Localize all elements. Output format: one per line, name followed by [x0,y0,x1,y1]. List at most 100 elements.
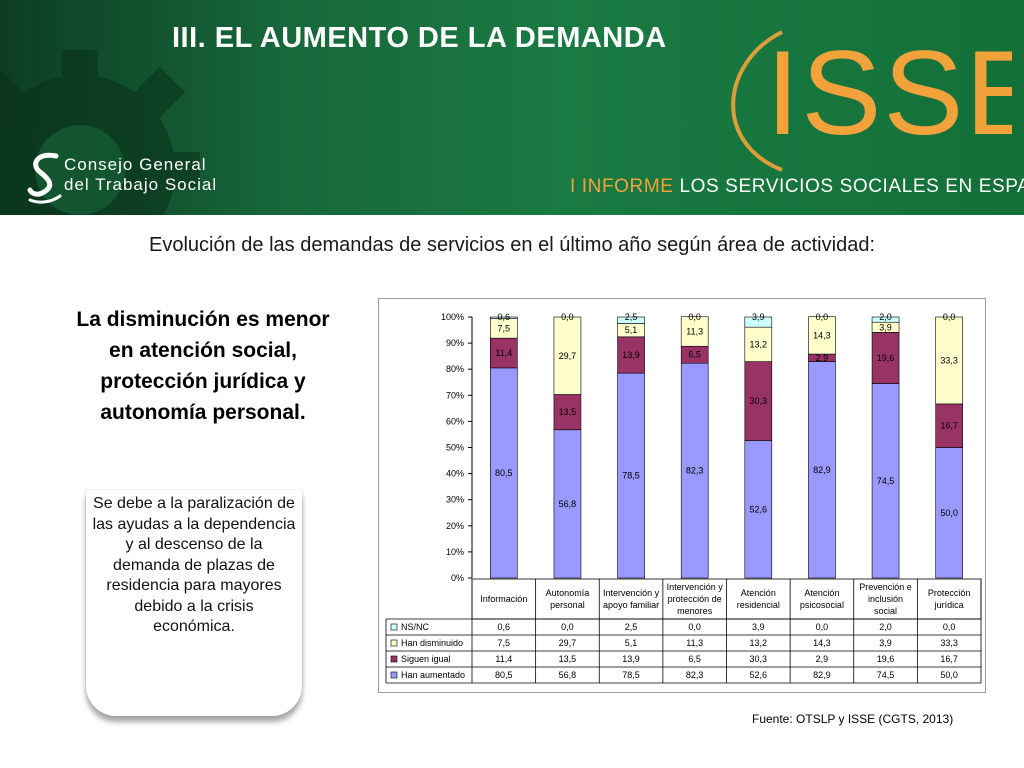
report-highlight: I INFORME [570,176,674,197]
y-tick-label: 40% [446,469,464,479]
data-label: 52,6 [750,504,768,514]
table-cell: 82,3 [686,670,704,680]
bar-segment [744,361,773,442]
table-cell: 14,3 [813,638,831,648]
data-label: 16,7 [940,421,958,431]
bar-segment [744,326,773,362]
data-label: 11,3 [686,326,703,336]
data-label: 0,0 [816,312,829,322]
table-cell: 19,6 [877,654,895,664]
table-cell: 52,6 [750,670,768,680]
isse-logo-text: ISSE [766,26,1012,160]
y-tick-label: 100% [441,312,464,322]
data-label: 2,5 [625,312,638,322]
table-cell: 56,8 [559,670,577,680]
data-label: 50,0 [940,508,958,518]
table-cell: 11,3 [686,638,703,648]
category-label: social [874,606,897,616]
org-name-line2: del Trabajo Social [64,175,218,194]
legend-label: Han disminuido [401,638,463,648]
category-label: Protección [928,588,971,598]
bar-segment [871,332,900,384]
table-cell: 2,5 [625,622,638,632]
table-cell: 16,7 [940,654,958,664]
category-label: Atención [741,588,776,598]
data-label: 0,0 [943,312,956,322]
table-cell: 0,6 [498,622,511,632]
data-label: 6,5 [688,350,701,360]
table-cell: 0,0 [688,622,701,632]
bar-segment [617,336,645,374]
data-label: 14,3 [813,330,831,340]
category-label: Autonomía [546,588,590,598]
bar-segment [680,362,709,579]
category-label: protección de [668,594,722,604]
table-cell: 82,9 [813,670,831,680]
data-label: 19,6 [877,353,895,363]
legend-swatch [390,671,398,679]
data-label: 82,3 [686,466,704,476]
category-label: residencial [737,600,780,610]
isse-logo: ISSE [731,26,1012,172]
table-cell: 0,0 [816,622,829,632]
table-cell: 29,7 [559,638,577,648]
bar-segment [490,367,518,579]
data-label: 2,0 [879,312,892,322]
data-label: 3,9 [879,322,892,332]
data-label: 13,2 [750,339,768,349]
y-tick-label: 10% [446,547,464,557]
table-cell: 78,5 [622,670,640,680]
report-rest: LOS SERVICIOS SOCIALES EN ESPAÑA [679,176,1024,197]
page-title: III. EL AUMENTO DE LA DEMANDA [172,22,667,54]
data-label: 80,5 [495,468,513,478]
table-cell: 3,9 [752,622,765,632]
data-label: 0,0 [561,312,574,322]
table-cell: 7,5 [498,638,511,648]
table-cell: 2,0 [879,622,892,632]
table-cell: 80,5 [495,670,513,680]
data-label: 56,8 [559,499,577,509]
table-cell: 13,9 [622,654,640,664]
data-label: 3,9 [752,312,765,322]
data-label: 82,9 [813,465,831,475]
bar-segment [490,337,518,369]
legend-swatch [390,623,398,631]
data-label: 13,9 [622,350,640,360]
data-label: 74,5 [877,476,895,486]
y-tick-label: 70% [446,390,464,400]
bar-segment [617,316,645,324]
org-name-line1: Consejo General [64,155,207,174]
category-label: inclusión [868,594,903,604]
data-label: 30,3 [750,396,768,406]
reason-text: Se debe a la paralización de las ayudas … [92,495,296,635]
legend-label: Siguen igual [401,654,451,664]
category-label: Información [480,594,527,604]
bar-segment [553,429,582,579]
y-tick-label: 50% [446,443,464,453]
data-label: 29,7 [559,351,577,361]
table-cell: 30,3 [750,654,768,664]
table-cell: 33,3 [940,638,958,648]
category-label: Intervención y [667,582,724,592]
category-label: Atención [804,588,839,598]
category-label: personal [550,600,585,610]
data-label: 5,1 [625,325,638,335]
table-cell: 6,5 [688,654,701,664]
report-line: I INFORME LOS SERVICIOS SOCIALES EN ESPA… [570,176,1024,198]
data-label: 0,6 [498,312,511,322]
bar-segment [680,316,709,347]
table-cell: 74,5 [877,670,895,680]
y-tick-label: 30% [446,495,464,505]
chart-frame: 0% 10% 20% 30% 40% 50% 60% 70% 80% 90% 100% 80,5 11,… [378,298,986,693]
category-label: psicosocial [800,600,844,610]
legend-label: NS/NC [401,622,430,632]
table-cell: 3,9 [879,638,892,648]
table-cell: 0,0 [561,622,574,632]
y-tick-label: 20% [446,521,464,531]
data-label: 11,4 [495,348,512,358]
data-label: 2,9 [816,353,829,363]
gear-icon [0,50,200,215]
bar-segment [617,372,645,579]
category-label: jurídica [934,600,964,610]
table-cell: 11,4 [495,654,512,664]
